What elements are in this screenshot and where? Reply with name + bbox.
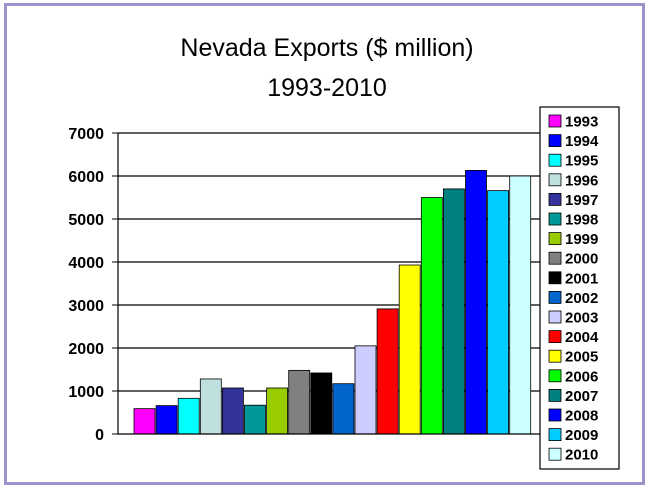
legend-swatch bbox=[548, 271, 562, 285]
legend-label: 2006 bbox=[565, 368, 598, 385]
legend-label: 2008 bbox=[565, 408, 598, 425]
legend-swatch bbox=[548, 134, 562, 148]
legend-swatch bbox=[548, 212, 562, 226]
legend-swatch bbox=[548, 408, 562, 422]
bar-2010 bbox=[509, 175, 532, 435]
legend-swatch bbox=[548, 428, 562, 442]
legend-swatch bbox=[548, 290, 562, 304]
chart-frame: Nevada Exports ($ million) 1993-2010 0 10… bbox=[4, 3, 645, 485]
legend-swatch bbox=[548, 388, 562, 402]
bar-1999 bbox=[266, 387, 289, 435]
legend-label: 1993 bbox=[565, 114, 598, 131]
bar-1998 bbox=[244, 404, 266, 435]
bar-2002 bbox=[332, 383, 355, 435]
legend-label: 2010 bbox=[565, 447, 598, 464]
chart-title: Nevada Exports ($ million) bbox=[180, 34, 473, 62]
bar-1993 bbox=[133, 408, 156, 435]
legend-label: 2005 bbox=[565, 349, 598, 366]
legend-swatch bbox=[548, 114, 562, 128]
legend-swatch bbox=[548, 153, 562, 167]
legend-swatch bbox=[548, 349, 562, 363]
y-tick-label: 2000 bbox=[68, 341, 104, 358]
legend-label: 2003 bbox=[565, 310, 598, 327]
bar-2006 bbox=[420, 197, 443, 435]
y-tick-label: 4000 bbox=[68, 255, 104, 272]
bar-1996 bbox=[199, 378, 222, 435]
legend-swatch bbox=[548, 310, 562, 324]
y-tick-label: 0 bbox=[95, 427, 104, 444]
legend-label: 2007 bbox=[565, 388, 598, 405]
chart-canvas: Nevada Exports ($ million) 1993-2010 0 10… bbox=[68, 34, 620, 470]
grid-lines bbox=[118, 132, 542, 392]
legend-label: 2009 bbox=[565, 427, 598, 444]
chart-subtitle: 1993-2010 bbox=[267, 74, 387, 102]
y-tick-label: 1000 bbox=[68, 384, 104, 401]
legend: 1993 1994 1995 1996 1997 1998 1999 2000 2001 2002… bbox=[539, 106, 620, 470]
legend-swatch bbox=[548, 447, 562, 461]
legend-swatch bbox=[548, 369, 562, 383]
legend-label: 1998 bbox=[565, 212, 598, 229]
y-tick-label: 7000 bbox=[68, 126, 104, 143]
bar-2008 bbox=[465, 170, 487, 435]
legend-swatch bbox=[548, 192, 562, 206]
y-tick-label: 3000 bbox=[68, 298, 104, 315]
bar-1995 bbox=[177, 397, 200, 435]
legend-label: 1995 bbox=[565, 153, 598, 170]
legend-label: 2002 bbox=[565, 290, 598, 307]
legend-label: 1997 bbox=[565, 192, 598, 209]
legend-label: 1994 bbox=[565, 133, 599, 150]
bar-2000 bbox=[288, 369, 311, 435]
bar-1994 bbox=[155, 405, 178, 435]
bar-2007 bbox=[442, 188, 465, 435]
bar-2004 bbox=[376, 308, 399, 435]
legend-swatch bbox=[548, 232, 562, 246]
bar-2001 bbox=[310, 372, 333, 435]
bars bbox=[133, 170, 532, 435]
bar-2009 bbox=[487, 190, 510, 435]
legend-swatch bbox=[548, 251, 562, 265]
legend-label: 2000 bbox=[565, 251, 598, 268]
legend-label: 2004 bbox=[565, 329, 599, 346]
legend-swatch bbox=[548, 173, 562, 187]
legend-label: 1999 bbox=[565, 231, 598, 248]
y-tick-label: 5000 bbox=[68, 212, 104, 229]
bar-1997 bbox=[221, 387, 244, 435]
y-tick-label: 6000 bbox=[68, 169, 104, 186]
legend-label: 2001 bbox=[565, 270, 598, 287]
legend-swatch bbox=[548, 330, 562, 344]
legend-label: 1996 bbox=[565, 172, 598, 189]
axes: 0 1000 2000 3000 4000 5000 6000 7000 bbox=[68, 126, 542, 444]
bar-2003 bbox=[354, 345, 377, 435]
bar-2005 bbox=[398, 264, 421, 435]
